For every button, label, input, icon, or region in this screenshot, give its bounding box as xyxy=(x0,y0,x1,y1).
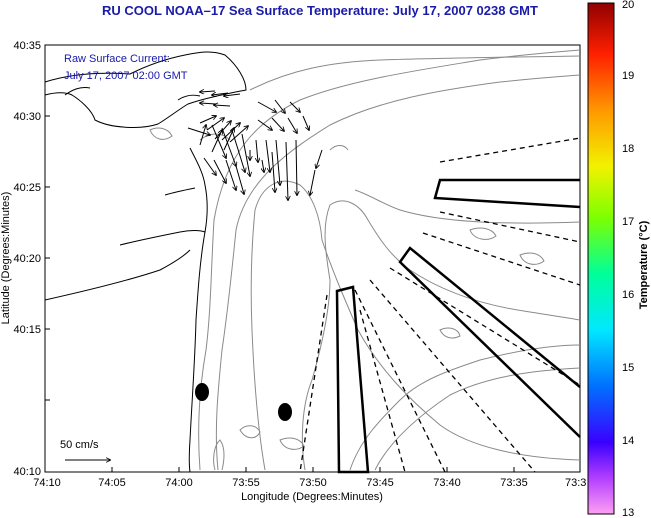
map-title: RU COOL NOAA–17 Sea Surface Temperature:… xyxy=(102,3,538,18)
current-label-line1: Raw Surface Current: xyxy=(64,53,170,65)
x-tick-label: 73:45 xyxy=(366,477,394,489)
y-axis-ticks: 40:35 40:30 40:25 40:20 40:15 40:10 xyxy=(13,40,41,478)
mooring-marker-east xyxy=(278,403,292,421)
x-tick-label: 73:40 xyxy=(433,477,461,489)
y-tick-label: 40:20 xyxy=(13,253,41,265)
x-tick-label: 73:35 xyxy=(500,477,528,489)
x-tick-label: 73:55 xyxy=(232,477,260,489)
scale-label: 50 cm/s xyxy=(60,439,99,451)
x-axis-title: Longitude (Degrees:Minutes) xyxy=(241,491,383,503)
colorbar-tick-label: 18 xyxy=(622,143,634,155)
colorbar-tick-label: 20 xyxy=(622,0,634,11)
map-plot-area xyxy=(44,44,581,473)
y-tick-label: 40:15 xyxy=(13,324,41,336)
x-tick-label: 74:05 xyxy=(98,477,126,489)
colorbar-tick-label: 19 xyxy=(622,70,634,82)
coastline xyxy=(44,51,247,473)
colorbar xyxy=(587,2,615,515)
x-axis-ticks: 74:10 74:05 74:00 73:55 73:50 73:45 73:4… xyxy=(33,477,586,489)
y-tick-label: 40:25 xyxy=(13,182,41,194)
y-tick-label: 40:30 xyxy=(13,111,41,123)
mooring-marker-west xyxy=(195,383,209,401)
survey-lines xyxy=(299,137,581,473)
colorbar-tick-label: 17 xyxy=(622,216,634,228)
x-tick-label: 74:00 xyxy=(165,477,193,489)
colorbar-label: Temperature (°C) xyxy=(638,220,650,309)
x-tick-label: 73:3 xyxy=(565,477,586,489)
x-tick-label: 73:50 xyxy=(299,477,327,489)
surface-current-vectors xyxy=(187,91,323,200)
y-axis-title: Latitude (Degrees:Minutes) xyxy=(0,192,12,325)
y-tick-label: 40:10 xyxy=(13,466,41,478)
bathymetry-contours xyxy=(149,49,581,471)
colorbar-ticks: 20 19 18 17 16 15 14 13 xyxy=(622,0,634,518)
colorbar-tick-label: 15 xyxy=(622,362,634,374)
glider-tracks xyxy=(335,178,581,474)
current-label-line2: July 17, 2007 02:00 GMT xyxy=(64,70,188,82)
colorbar-tick-label: 13 xyxy=(622,507,634,518)
axis-tick-marks xyxy=(44,115,515,472)
x-tick-label: 74:10 xyxy=(33,477,61,489)
y-tick-label: 40:35 xyxy=(13,40,41,52)
colorbar-tick-label: 14 xyxy=(622,435,634,447)
colorbar-tick-label: 16 xyxy=(622,289,634,301)
